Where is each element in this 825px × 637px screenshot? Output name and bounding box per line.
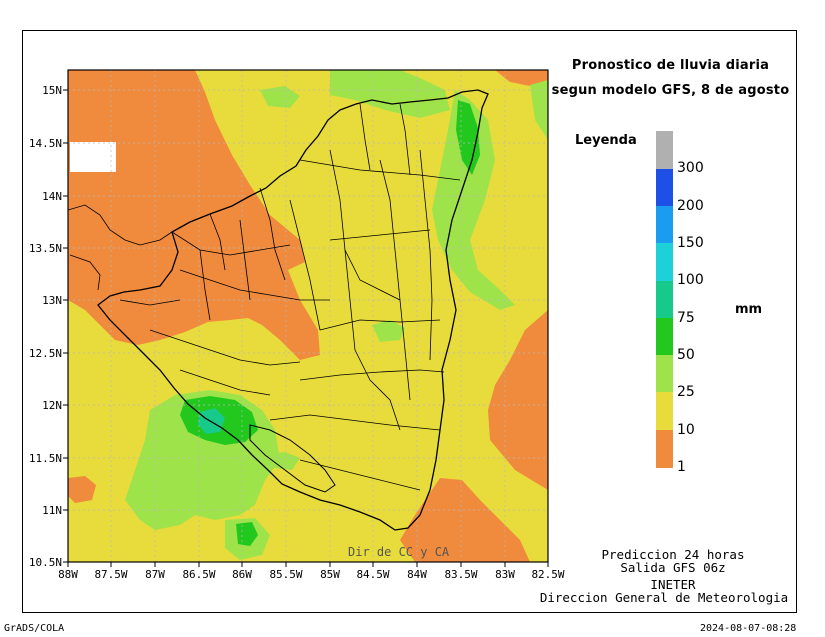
field-teal-spot — [198, 408, 225, 434]
honduras-lines — [68, 204, 173, 291]
rainfall-field — [68, 70, 548, 562]
legend-swatch-75 — [656, 281, 673, 318]
y-tick-label: 13N — [42, 294, 62, 307]
x-tick-label: 85W — [320, 568, 340, 581]
legend-label-100: 100 — [677, 272, 704, 288]
field-green-center — [372, 320, 405, 342]
info-run: Salida GFS 06z — [620, 560, 726, 575]
legend-label-1: 1 — [677, 459, 686, 475]
legend-swatch-150 — [656, 206, 673, 243]
footer-software: GrADS/COLA — [4, 623, 65, 634]
y-axis-labels: 15N 14.5N 14N 13.5N 13N 12.5N 12N 11.5N … — [29, 84, 62, 569]
legend-label-200: 200 — [677, 198, 704, 214]
footer-timestamp: 2024-08-07-08:28 — [700, 623, 797, 634]
legend-label-300: 300 — [677, 160, 704, 176]
y-tick-label: 15N — [42, 84, 62, 97]
field-orange-southeast — [400, 478, 530, 562]
info-institution: INETER — [650, 577, 696, 592]
x-tick-label: 84.5W — [356, 568, 389, 581]
field-orange-northwest — [68, 70, 320, 360]
chart-title-line2: segun modelo GFS, 8 de agosto — [551, 83, 790, 98]
legend-label-50: 50 — [677, 347, 695, 363]
map-border — [67, 69, 549, 563]
legend-swatch-300 — [656, 131, 673, 169]
field-green-nw-top — [260, 86, 300, 108]
field-green-lake — [265, 452, 300, 470]
chart-title-line1: Pronostico de lluvia diaria — [571, 58, 770, 73]
legend-label-25: 25 — [677, 384, 695, 400]
axis-tick-marks — [63, 89, 549, 567]
y-tick-label: 12.5N — [29, 347, 62, 360]
legend-swatch-1 — [656, 430, 673, 468]
x-tick-label: 88W — [58, 568, 78, 581]
y-tick-label: 10.5N — [29, 556, 62, 569]
x-tick-label: 83W — [495, 568, 515, 581]
info-prediction: Prediccion 24 horas — [601, 547, 745, 562]
legend-label-10: 10 — [677, 422, 695, 438]
country-outline — [97, 89, 489, 531]
x-tick-label: 87W — [145, 568, 165, 581]
x-tick-label: 84W — [407, 568, 427, 581]
info-directorate: Direccion General de Meteorologia — [539, 590, 789, 605]
y-tick-label: 11.5N — [29, 452, 62, 465]
x-tick-label: 83.5W — [444, 568, 477, 581]
y-tick-label: 14N — [42, 190, 62, 203]
y-tick-label: 12N — [42, 399, 62, 412]
y-tick-label: 14.5N — [29, 137, 62, 150]
x-tick-label: 82.5W — [531, 568, 564, 581]
legend-swatch-50 — [656, 318, 673, 355]
legend-label-150: 150 — [677, 235, 704, 251]
legend-unit: mm — [735, 302, 763, 317]
field-nodata-patch — [70, 142, 116, 172]
field-green-northeast — [432, 90, 515, 310]
map-gridlines — [68, 70, 548, 562]
x-tick-label: 85.5W — [269, 568, 302, 581]
y-tick-label: 13.5N — [29, 242, 62, 255]
legend-swatch-100 — [656, 243, 673, 281]
x-tick-label: 86W — [232, 568, 252, 581]
field-green-east-coast — [530, 80, 548, 140]
x-tick-label: 87.5W — [94, 568, 127, 581]
map-credit: Dir de CC y CA — [348, 545, 450, 559]
y-tick-label: 11N — [42, 504, 62, 517]
legend-swatch-25 — [656, 355, 673, 392]
x-axis-labels: 88W 87.5W 87W 86.5W 86W 85.5W 85W 84.5W … — [58, 568, 565, 581]
legend-title: Leyenda — [575, 133, 637, 148]
department-boundaries — [119, 103, 461, 491]
field-orange-southwest — [68, 476, 96, 503]
field-green-north — [330, 70, 450, 118]
field-orange-east — [488, 310, 548, 490]
x-tick-label: 86.5W — [182, 568, 215, 581]
field-darkgreen-northeast — [456, 100, 480, 175]
legend-swatch-10 — [656, 392, 673, 430]
field-darkgreen-south — [236, 522, 258, 546]
legend-label-75: 75 — [677, 310, 695, 326]
legend-swatch-200 — [656, 169, 673, 206]
legend-colorbar — [656, 131, 673, 468]
figure-frame — [22, 30, 797, 613]
lake-outline — [249, 424, 336, 493]
